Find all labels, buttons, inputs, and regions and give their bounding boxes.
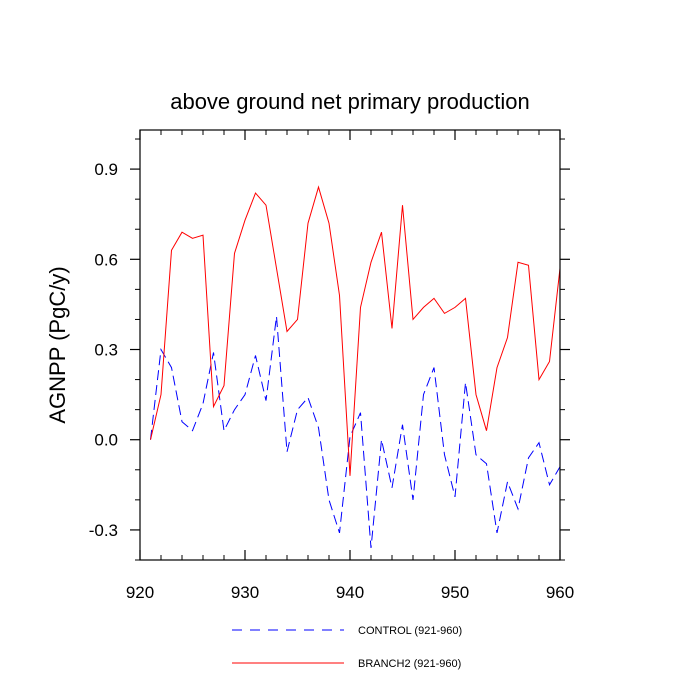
series-line-control — [150, 316, 561, 549]
y-axis-label: AGNPP (PgC/y) — [45, 266, 70, 423]
y-tick-label: 0.0 — [94, 431, 118, 450]
x-tick-label: 920 — [126, 583, 154, 602]
series-layer — [150, 185, 561, 549]
y-tick-label: 0.3 — [94, 341, 118, 360]
y-tick-label: -0.3 — [89, 521, 118, 540]
tick-labels: 920 930 940 950 960 -0.3 0.0 0.3 0.6 0.9 — [89, 160, 574, 602]
legend-label: BRANCH2 (921-960) — [358, 658, 461, 670]
x-tick-label: 930 — [231, 583, 259, 602]
legend: CONTROL (921-960) BRANCH2 (921-960) — [232, 625, 462, 670]
chart-title: above ground net primary production — [170, 89, 530, 114]
y-tick-label: 0.6 — [94, 250, 118, 269]
y-tick-label: 0.9 — [94, 160, 118, 179]
x-tick-label: 950 — [441, 583, 469, 602]
x-tick-label: 960 — [546, 583, 574, 602]
series-line-branch2 — [150, 185, 561, 476]
legend-label: CONTROL (921-960) — [358, 625, 462, 637]
x-tick-label: 940 — [336, 583, 364, 602]
axis-ticks — [130, 130, 570, 561]
plot-frame — [139, 129, 561, 561]
